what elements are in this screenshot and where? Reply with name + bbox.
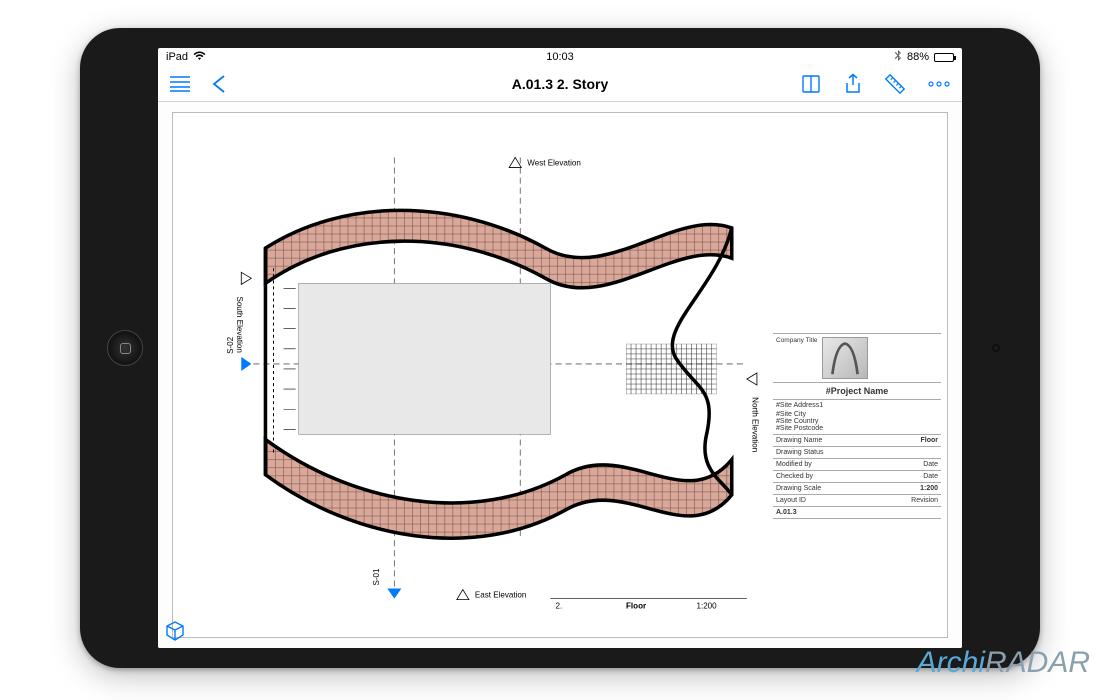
more-icon[interactable] [928, 81, 950, 87]
clock: 10:03 [546, 51, 574, 63]
battery-pct: 88% [907, 51, 929, 63]
section-s01-label: S-01 [372, 568, 381, 586]
project-name: #Project Name [773, 382, 941, 399]
west-elevation-label: West Elevation [527, 159, 581, 168]
screen: iPad 10:03 88% [158, 48, 962, 648]
camera-dot [992, 344, 1000, 352]
north-elevation-label: North Elevation [750, 397, 759, 452]
device-label: iPad [166, 51, 188, 63]
address-line-3: #Site Postcode [773, 425, 941, 434]
tb-row-5: Layout IDRevision [773, 494, 941, 506]
title-block: Company Title #Project Name #Site Addres… [773, 333, 941, 519]
viewport[interactable]: S-02 S-01 West Elevation East Elevation … [158, 102, 962, 648]
tb-row-6: A.01.3 [773, 506, 941, 519]
ruler-icon[interactable] [884, 73, 906, 95]
address-line-2: #Site Country [773, 418, 941, 425]
wifi-icon [193, 51, 206, 64]
east-elevation-label: East Elevation [475, 591, 526, 600]
ipad-bezel: iPad 10:03 88% [80, 28, 1040, 668]
floor-plan-drawing: S-02 S-01 West Elevation East Elevation … [203, 123, 767, 625]
bookmark-icon[interactable] [800, 75, 822, 93]
share-icon[interactable] [844, 74, 862, 94]
address-line-0: #Site Address1 [773, 399, 941, 411]
drawing-sheet: S-02 S-01 West Elevation East Elevation … [172, 112, 948, 638]
south-elevation-label: South Elevation [235, 296, 244, 352]
floor-label: Floor [626, 602, 647, 611]
menu-icon[interactable] [170, 76, 190, 92]
tb-row-1: Drawing Status [773, 446, 941, 458]
floor-number: 2. [556, 602, 563, 611]
document-title: A.01.3 2. Story [512, 76, 609, 92]
title-block-thumbnail [822, 337, 868, 379]
status-bar: iPad 10:03 88% [158, 48, 962, 66]
battery-icon [934, 53, 954, 62]
3d-view-button[interactable] [164, 620, 186, 642]
tb-row-2: Modified byDate [773, 458, 941, 470]
home-button[interactable] [107, 330, 143, 366]
bluetooth-icon [894, 50, 902, 65]
app-toolbar: A.01.3 2. Story [158, 66, 962, 102]
back-button[interactable] [212, 75, 226, 93]
company-title-label: Company Title [776, 337, 818, 379]
tb-row-0: Drawing NameFloor [773, 434, 941, 446]
tb-row-4: Drawing Scale1:200 [773, 482, 941, 494]
tb-row-3: Checked byDate [773, 470, 941, 482]
address-line-1: #Site City [773, 411, 941, 418]
floor-scale: 1:200 [697, 602, 718, 611]
